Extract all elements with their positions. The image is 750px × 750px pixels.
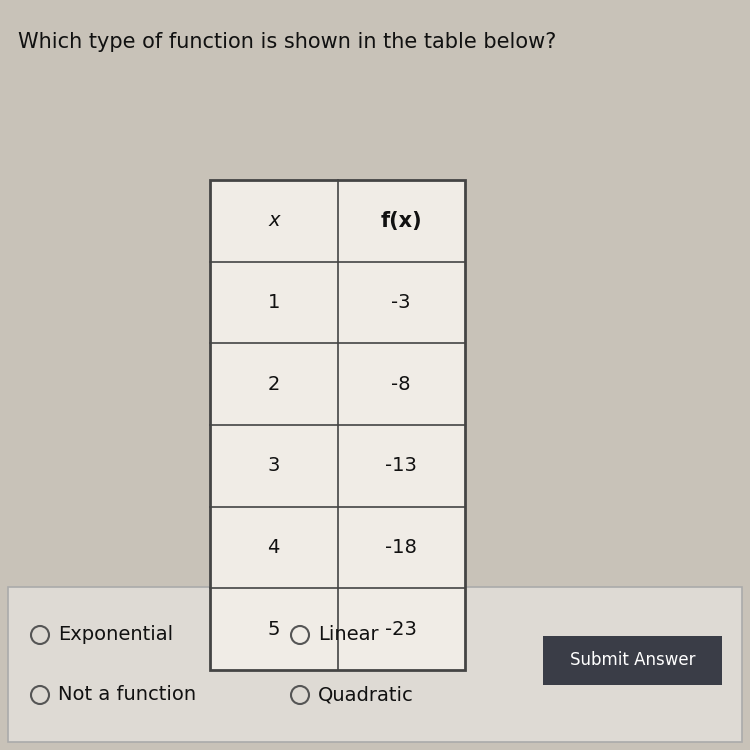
Text: 4: 4: [268, 538, 280, 557]
FancyBboxPatch shape: [543, 635, 722, 685]
Text: Not a function: Not a function: [58, 686, 196, 704]
Text: -23: -23: [386, 620, 417, 639]
Text: -3: -3: [392, 293, 411, 312]
Text: x: x: [268, 211, 280, 230]
Text: Exponential: Exponential: [58, 626, 173, 644]
Text: -8: -8: [392, 375, 411, 394]
Text: 3: 3: [268, 456, 280, 476]
Text: -13: -13: [386, 456, 417, 476]
Text: 2: 2: [268, 375, 280, 394]
Text: Linear: Linear: [318, 626, 379, 644]
Text: 5: 5: [268, 620, 280, 639]
Text: f(x): f(x): [380, 211, 422, 231]
Text: Submit Answer: Submit Answer: [570, 651, 695, 669]
Text: Quadratic: Quadratic: [318, 686, 414, 704]
Text: 1: 1: [268, 293, 280, 312]
Bar: [210, 180, 465, 670]
Text: Which type of function is shown in the table below?: Which type of function is shown in the t…: [18, 32, 556, 52]
Text: -18: -18: [386, 538, 417, 557]
Bar: [8, 587, 742, 742]
